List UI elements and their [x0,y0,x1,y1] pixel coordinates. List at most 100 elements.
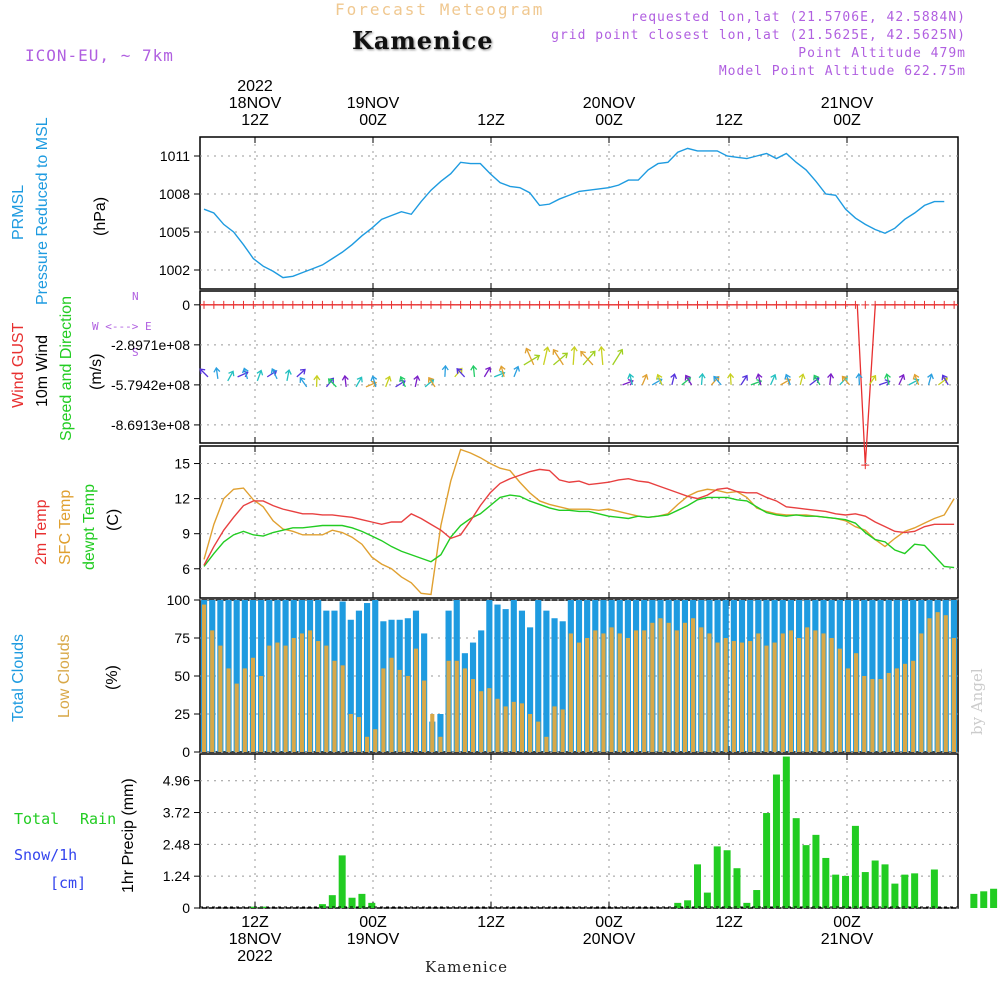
cloud-bar-low [919,633,924,752]
gust-marker [732,300,741,309]
gust-marker [811,300,820,309]
cloud-bar-total [355,610,363,752]
cloud-bar-low [519,703,525,752]
wind-arrow [941,374,949,386]
cloud-bar-low [780,633,785,752]
wind-arrow [927,373,934,386]
gust-marker [940,300,949,309]
ytick-label: 75 [174,630,190,646]
ytick-label: -2.8971e+08 [111,337,190,353]
wind-arrow-shaft [629,374,634,386]
gust-marker [328,300,337,309]
gust-marker [723,300,732,309]
wind-arrow-head [756,379,763,386]
label-total: Total [14,810,60,828]
time-label-line: 12Z [241,112,269,129]
gust-marker [269,300,278,309]
wind-arrow [841,375,851,386]
wind-arrow-shaft [472,365,476,377]
gust-marker [604,300,613,309]
cloud-bar-low [951,638,956,752]
time-label-line: 00Z [833,914,861,931]
wind-arrow [884,373,891,386]
cloud-bar-total [877,600,884,752]
precip-bar [259,906,267,908]
cloud-bar-low [894,668,899,752]
precip-bar [723,850,731,908]
cloud-bar-low [576,642,582,752]
cloud-bar-low [381,668,386,752]
gridpoint-coords: grid point closest lon,lat (21.5625E, 42… [551,28,966,43]
wind-arrow-shaft [927,374,933,386]
time-bottom-label-0: 12Z 18NOV 2022 [210,914,300,965]
gust-marker [871,300,880,309]
wind-arrow-head [199,368,206,375]
gust-marker [229,300,238,309]
wind-arrow-shaft [657,374,663,386]
wind-arrow-shaft [841,376,851,386]
wind-arrow-shaft [372,376,377,388]
gust-marker [584,300,593,309]
wind-arrow-shaft [813,375,821,386]
cloud-bar-low [544,736,549,752]
wind-arrow-head [413,375,421,381]
wind-arrow-head [385,375,392,382]
wind-arrow [296,368,306,378]
gust-marker [663,300,672,309]
wind-arrow [454,367,463,378]
wind-arrow-head [784,373,791,380]
panel-frame-2 [199,445,959,599]
cloud-bar-low [470,679,476,752]
gust-marker [200,300,208,309]
time-top-label-0: 2022 18NOV 12Z [210,78,300,129]
wind-arrow-head [742,374,748,381]
dewpoint-line [203,494,955,569]
wind-arrow-shaft [385,376,391,388]
wind-arrow-head [655,373,663,380]
wind-arrow [740,374,748,386]
wind-arrow [327,378,337,388]
gust-marker [555,300,564,309]
wind-arrow [341,374,349,387]
precip-bar [368,902,376,908]
time-label-line: 00Z [595,112,623,129]
ytick-label: 1008 [159,186,190,202]
wind-arrow-shaft [513,366,519,378]
cloud-bar-low [650,622,655,752]
gust-marker [249,300,258,309]
cloud-bar-low [902,663,908,752]
wind-arrow-head [499,370,506,378]
time-label-line: 00Z [359,112,387,129]
wind-arrow [524,347,535,366]
ytick-label: 6 [182,561,190,577]
wind-arrow-shaft [769,374,776,386]
gust-marker [742,300,751,309]
cloud-bar-low [642,630,647,752]
cloud-bar-low [796,638,802,752]
time-label-line: 19NOV [346,95,400,112]
wind-arrow-shaft [227,370,234,382]
wind-arrow-shaft [243,368,249,380]
wind-arrow-head [456,368,463,374]
gust-marker [831,300,840,309]
wind-arrow [813,374,821,386]
cloud-bar-low [691,618,696,752]
wind-arrow-shaft [286,369,290,382]
wind-arrow-shaft [671,374,676,386]
cloud-bar-low [430,714,435,752]
gust-marker [713,300,722,309]
cloud-bar-total [372,600,379,752]
wind-arrow-shaft [729,373,732,385]
wind-arrow-head [441,364,449,371]
time-bottom-label-3: 00Z 20NOV [564,914,654,965]
wind-arrow [213,366,221,379]
gust-marker [476,300,485,309]
gust-marker [318,300,327,309]
cloud-bar-low [536,721,541,752]
wind-arrow-shaft [424,379,434,388]
chart-title: Kamenice [352,26,494,55]
wind-arrow [470,364,478,377]
time-label-line: 20NOV [582,931,636,948]
precip-bar [792,818,800,908]
